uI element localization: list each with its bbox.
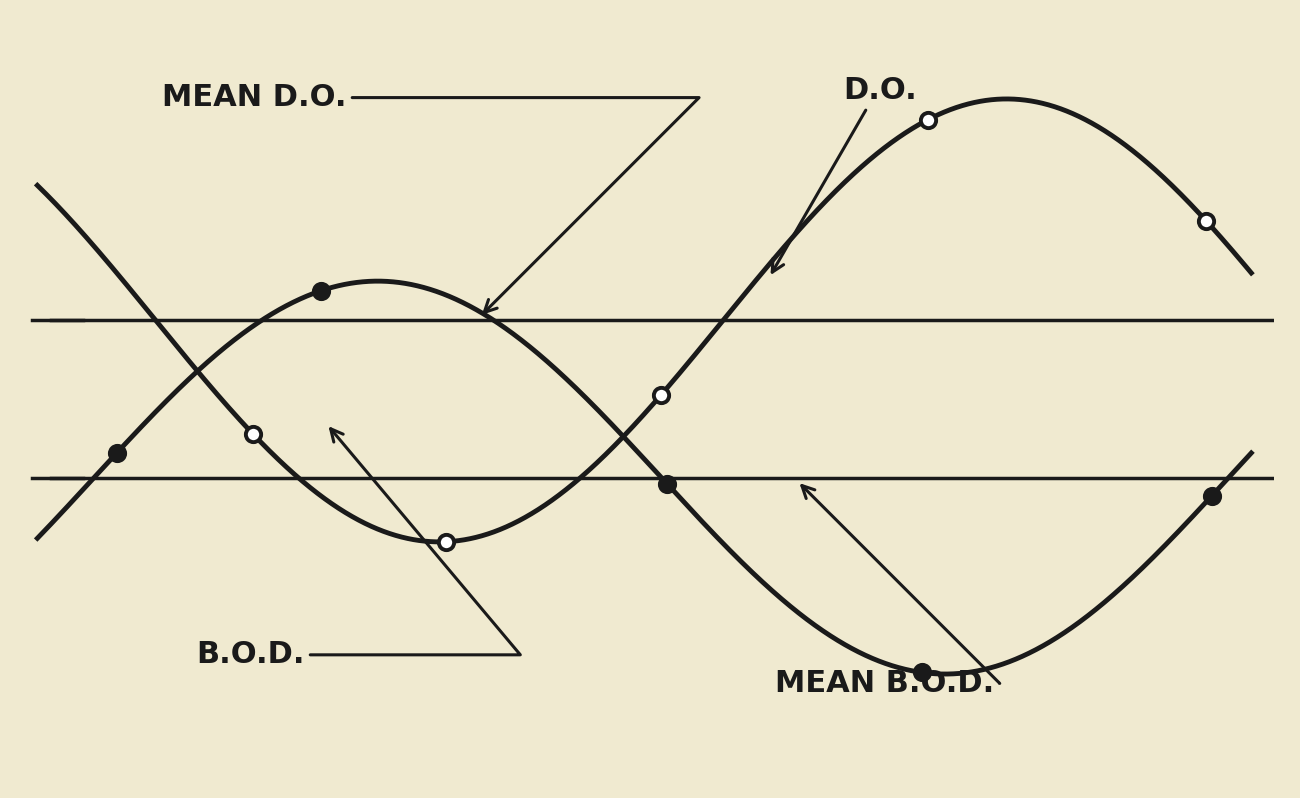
- Text: D.O.: D.O.: [772, 76, 916, 272]
- Text: MEAN B.O.D.: MEAN B.O.D.: [775, 485, 1000, 698]
- Text: B.O.D.: B.O.D.: [196, 429, 520, 670]
- Text: MEAN D.O.: MEAN D.O.: [162, 83, 699, 313]
